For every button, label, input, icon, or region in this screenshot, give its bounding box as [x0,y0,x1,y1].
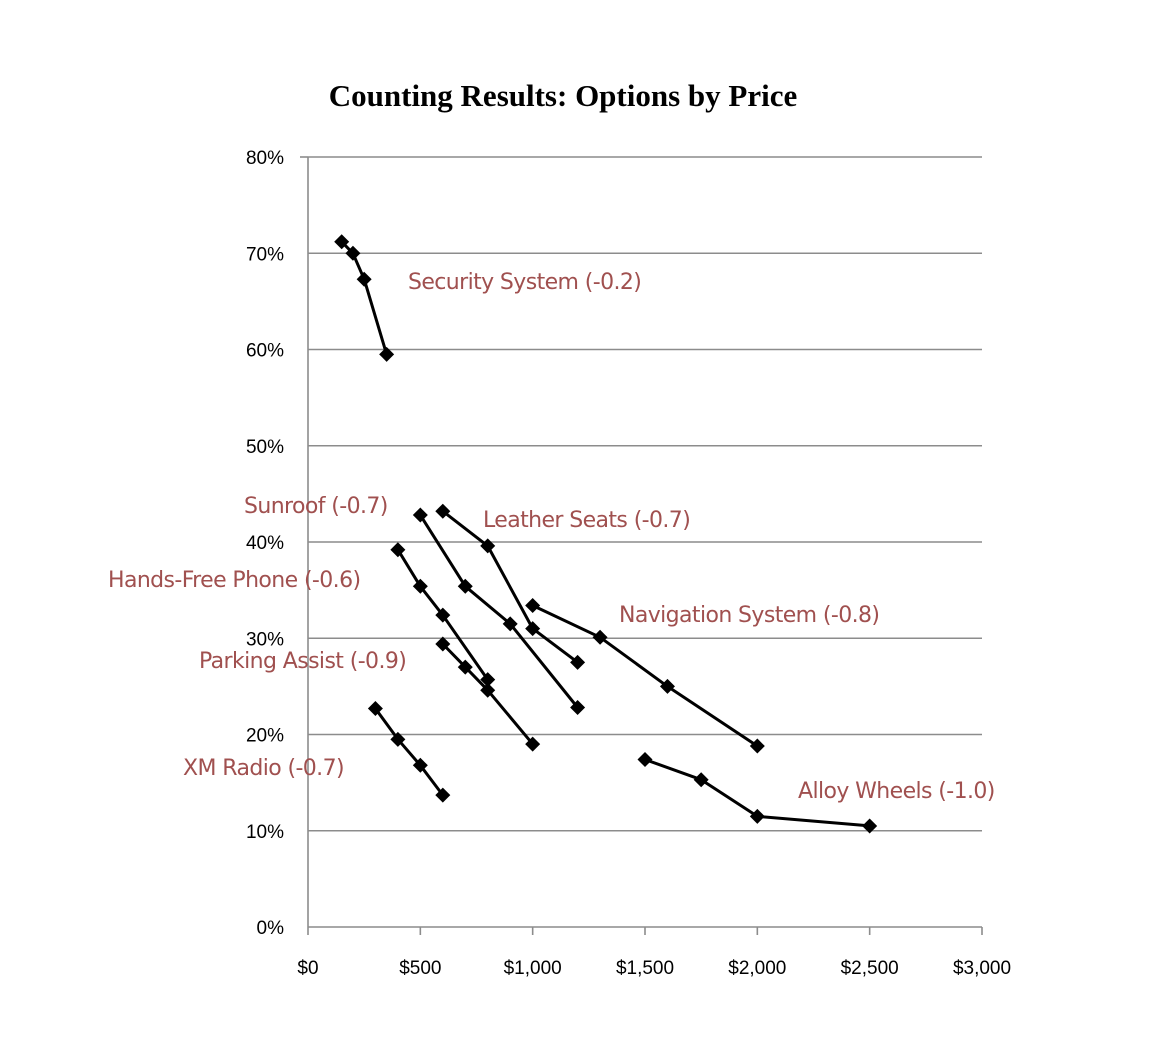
series-label: Leather Seats (-0.7) [483,508,690,533]
data-point [457,659,473,675]
data-point [749,738,765,754]
data-point [334,234,350,250]
y-tick-label: 20% [246,726,284,747]
y-tick-label: 40% [246,533,284,554]
series-line [374,707,444,797]
series-line [441,642,534,746]
series-3 [390,542,496,688]
data-point [480,672,496,688]
series-label: Hands-Free Phone (-0.6) [108,568,360,593]
y-tick-label: 80% [246,148,284,169]
y-tick-label: 70% [246,244,284,265]
series-labels: Security System (-0.2) Sunroof (-0.7) Leat… [108,270,995,804]
gridlines [308,156,982,832]
series-line [532,604,759,748]
y-tick-label: 0% [257,918,285,939]
chart-title: Counting Results: Options by Price [329,78,797,113]
data-point [637,752,653,768]
x-tick-label: $0 [297,958,318,979]
data-point [412,757,428,773]
series-label: Security System (-0.2) [408,270,641,295]
data-point [502,616,518,632]
series-line [340,240,389,355]
data-point [435,503,451,519]
x-tick-label: $2,500 [841,958,899,979]
y-tick-label: 60% [246,341,284,362]
data-point [390,731,406,747]
series-lines [334,234,878,834]
series-5 [435,636,541,752]
data-point [367,701,383,717]
series-7 [637,752,878,834]
data-point [435,636,451,652]
data-point [390,542,406,558]
data-point [435,787,451,803]
series-label: Sunroof (-0.7) [244,494,388,519]
data-point [525,621,541,637]
data-point [345,245,361,261]
series-label: Navigation System (-0.8) [619,603,879,628]
series-4 [525,598,765,754]
x-tick-label: $1,000 [504,958,562,979]
x-axis-tick-labels: $0 $500 $1,000 $1,500 $2,000 $2,500 $3,000 [297,958,1011,979]
x-tick-label: $500 [399,958,441,979]
x-tick-label: $2,000 [728,958,786,979]
series-line [441,510,579,664]
data-point [570,654,586,670]
data-point [457,578,473,594]
series-line [644,758,870,828]
series-label: Alloy Wheels (-1.0) [798,779,995,804]
series-1 [412,507,586,716]
data-point [356,271,372,287]
data-point [435,607,451,623]
data-point [570,700,586,716]
axes [300,156,983,935]
series-label: Parking Assist (-0.9) [199,649,406,674]
series-line [419,514,579,709]
data-point [379,346,395,362]
series-0 [334,234,395,362]
data-point [525,736,541,752]
y-tick-label: 10% [246,822,284,843]
y-tick-label: 30% [246,629,284,650]
data-point [693,772,709,788]
data-point [659,678,675,694]
data-point [592,629,608,645]
x-tick-label: $1,500 [616,958,674,979]
data-point [480,682,496,698]
data-point [525,598,541,614]
data-point [412,507,428,523]
y-axis-tick-labels: 0% 10% 20% 30% 40% 50% 60% 70% 80% [246,148,284,939]
y-tick-label: 50% [246,437,284,458]
data-point [480,538,496,554]
data-point [412,578,428,594]
series-6 [367,701,451,803]
x-tick-label: $3,000 [953,958,1011,979]
data-point [749,808,765,824]
data-point [862,818,878,834]
series-2 [435,503,586,670]
series-label: XM Radio (-0.7) [183,756,344,781]
series-line [396,548,489,681]
